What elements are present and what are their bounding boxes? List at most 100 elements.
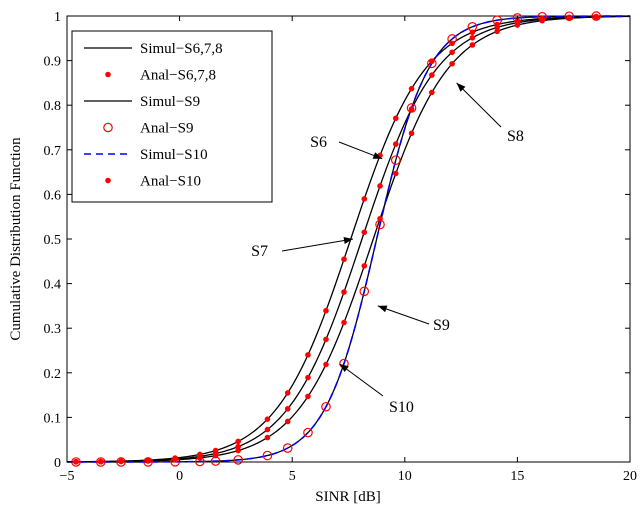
y-tick-label: 0.8: [44, 99, 62, 114]
y-tick-label: 0.7: [44, 144, 62, 159]
marker-s9: [492, 15, 502, 26]
marker-s8: [593, 14, 600, 20]
annotation-arrow-line: [377, 305, 430, 325]
marker-s8: [264, 434, 271, 441]
marker-s6: [235, 438, 241, 445]
marker-s6: [341, 256, 347, 263]
legend-label: Anal−S9: [140, 121, 193, 137]
marker-s6: [284, 390, 291, 396]
annotations-layer: S6 S7 S8 S9 S10: [251, 82, 524, 416]
legend-box: [71, 30, 273, 203]
curve-s8: [67, 15, 631, 463]
x-tick-label: 0: [176, 469, 183, 484]
x-tick-label: 20: [623, 469, 637, 484]
marker-s7: [494, 24, 500, 31]
y-tick-label: 0.6: [44, 188, 62, 203]
marker-s7: [449, 49, 455, 56]
annotation-label-s10: S10: [389, 399, 414, 416]
marker-s8: [97, 458, 104, 465]
marker-s6: [392, 115, 399, 122]
y-tick-label: 0.2: [44, 367, 62, 382]
marker-s9: [95, 457, 106, 467]
legend-marker-dot: [105, 177, 111, 184]
marker-s7: [284, 406, 291, 412]
marker-s6: [323, 307, 329, 314]
marker-s8: [323, 361, 329, 368]
marker-s9: [467, 22, 478, 32]
marker-s8: [145, 458, 151, 464]
marker-s9: [282, 443, 293, 453]
marker-s7: [469, 34, 476, 41]
marker-s8: [429, 89, 435, 96]
marker-s9: [359, 286, 370, 297]
marker-s8: [235, 447, 241, 454]
annotation-arrow-line: [281, 238, 354, 252]
y-axis-title: Cumulative Distribution Function: [8, 137, 24, 341]
marker-s6: [264, 416, 271, 422]
curve-s6: [66, 15, 631, 463]
x-tick-label: 15: [510, 469, 524, 484]
marker-s8: [392, 170, 399, 177]
y-tick-label: 0.9: [44, 55, 62, 70]
marker-s9: [427, 58, 437, 69]
marker-s9: [564, 11, 574, 22]
curve-s10: [67, 15, 630, 463]
marker-s8: [514, 22, 521, 28]
marker-s9: [303, 427, 313, 438]
legend-marker-dot: [105, 71, 111, 78]
legend-label: Simul−S9: [140, 94, 200, 110]
x-tick-label: −5: [60, 469, 75, 484]
marker-s9: [143, 457, 153, 467]
legend-label: Anal−S10: [140, 174, 201, 190]
marker-s7: [341, 289, 347, 295]
legend: Simul−S6,7,8 Anal−S6,7,8 Simul−S9 Anal−S9 Si…: [71, 30, 273, 203]
marker-s8: [73, 459, 79, 465]
x-tick-label: 10: [398, 469, 412, 484]
annotation-label-s7: S7: [251, 243, 268, 260]
marker-s9: [390, 155, 401, 165]
annotation-label-s8: S8: [507, 128, 524, 145]
marker-s8: [341, 319, 347, 326]
marker-s8: [449, 60, 455, 67]
marker-s9: [537, 11, 547, 22]
marker-s8: [566, 15, 572, 22]
marker-s8: [408, 130, 415, 137]
marker-s6: [305, 352, 311, 358]
marker-s7: [392, 141, 399, 147]
marker-s9: [375, 219, 385, 230]
x-axis-title: SINR [dB]: [315, 489, 380, 505]
marker-s9: [512, 13, 523, 23]
legend-marker-circle: [103, 122, 113, 133]
y-tick-label: 0.1: [44, 411, 62, 426]
legend-label: Simul−S6,7,8: [140, 41, 223, 57]
marker-s9: [591, 11, 602, 21]
x-tick-label: 5: [289, 469, 296, 484]
marker-s8: [172, 457, 178, 463]
annotation-arrowhead: [372, 152, 383, 159]
y-tick-label: 0.5: [44, 233, 62, 248]
annotation-arrow-line: [339, 363, 384, 397]
marker-s7: [377, 183, 383, 189]
y-tick-label: 0.3: [44, 322, 62, 337]
marker-s8: [469, 42, 476, 48]
marker-s7: [408, 106, 415, 112]
annotation-arrowhead: [377, 305, 388, 313]
y-tick-label: 1: [54, 10, 61, 25]
marker-s7: [264, 426, 271, 433]
marker-s7: [235, 443, 241, 450]
marker-s6: [408, 85, 415, 92]
annotation-arrowhead: [456, 82, 466, 92]
marker-s9: [195, 456, 205, 467]
marker-s9: [210, 456, 221, 466]
plot-area: −5 0 5 10 15 2000.10.20.30.40.50.60.70.80.91 …: [44, 10, 638, 484]
marker-s6: [361, 196, 368, 202]
annotation-label-s6: S6: [310, 134, 327, 151]
y-tick-label: 0.4: [44, 278, 62, 293]
legend-label: Simul−S10: [140, 147, 208, 163]
annotation-arrow-line: [456, 82, 502, 128]
marker-s8: [361, 263, 368, 269]
y-tick-label: 0: [54, 456, 61, 471]
marker-s9: [116, 457, 126, 467]
marker-s8: [305, 393, 311, 400]
